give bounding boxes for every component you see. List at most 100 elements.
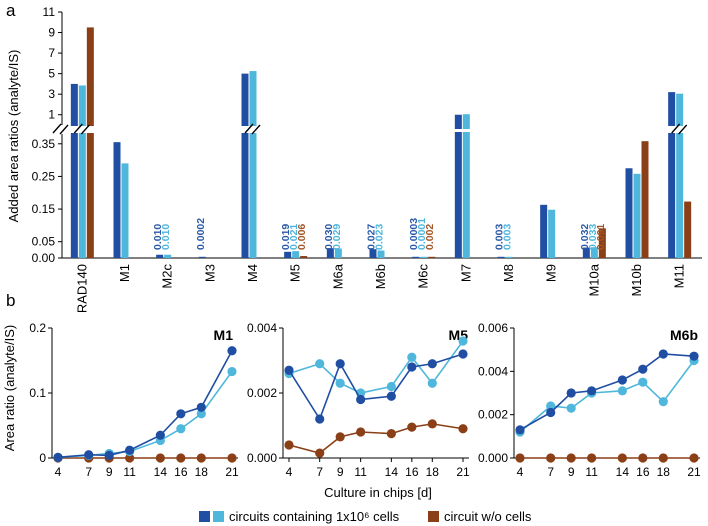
series-line-1 bbox=[519, 360, 695, 433]
category-label: M4 bbox=[245, 264, 260, 282]
bar-M11-s2 bbox=[684, 201, 692, 258]
axis-break-mark bbox=[52, 123, 62, 134]
category-label: M7 bbox=[458, 264, 473, 282]
data-point-1 bbox=[386, 381, 396, 392]
y-tick-label: 0.1 bbox=[29, 386, 46, 400]
bar-upper-M4-s0 bbox=[241, 73, 249, 129]
y-tick-label: 0.000 bbox=[478, 451, 508, 465]
bar-M7-s0 bbox=[454, 132, 462, 258]
bar-M10b-s2 bbox=[641, 141, 649, 258]
x-tick-label: 11 bbox=[354, 465, 367, 479]
bar-upper-M7-s0 bbox=[454, 114, 462, 129]
data-point-0 bbox=[284, 365, 294, 375]
legend-nocells-label: circuit w/o cells bbox=[444, 509, 532, 524]
x-tick-label: 16 bbox=[174, 465, 188, 479]
x-tick-label: 11 bbox=[123, 465, 136, 479]
data-label: 0.033 bbox=[587, 224, 599, 250]
data-point-0 bbox=[176, 409, 186, 419]
bar-M6a-s0 bbox=[326, 248, 334, 258]
category-label: M6c bbox=[416, 264, 431, 289]
data-point-2 bbox=[227, 453, 237, 463]
bar-M6c-s1 bbox=[420, 256, 428, 258]
data-label: 0.003 bbox=[494, 224, 506, 250]
data-point-2 bbox=[427, 419, 437, 429]
y-tick-label: 0 bbox=[39, 451, 46, 465]
data-point-2 bbox=[689, 453, 699, 463]
data-point-2 bbox=[587, 453, 597, 463]
axis-break-mark bbox=[251, 124, 261, 135]
panel-b-label: b bbox=[6, 291, 15, 310]
category-label: RAD140 bbox=[74, 264, 89, 313]
bar-M2c-s1 bbox=[164, 254, 172, 258]
data-point-2 bbox=[617, 453, 627, 463]
data-label: 0.0003 bbox=[408, 218, 420, 250]
x-tick-label: 18 bbox=[195, 465, 209, 479]
data-point-0 bbox=[227, 346, 237, 356]
bar-M5-s1 bbox=[292, 251, 300, 258]
data-label: 0.010 bbox=[152, 224, 164, 250]
y-tick-label: 0.000 bbox=[247, 451, 277, 465]
category-label: M3 bbox=[202, 264, 217, 282]
bar-M7-s1 bbox=[462, 132, 470, 258]
bar-RAD140-s2 bbox=[86, 132, 94, 258]
y-tick-label-upper: 7 bbox=[48, 46, 55, 60]
x-tick-label: 7 bbox=[85, 465, 92, 479]
data-label: 0.029 bbox=[331, 224, 343, 250]
data-point-0 bbox=[407, 362, 417, 372]
x-tick-label: 18 bbox=[657, 465, 671, 479]
data-point-2 bbox=[196, 453, 206, 463]
y-tick-label-upper: 5 bbox=[48, 67, 55, 81]
bar-M6b-s1 bbox=[377, 250, 385, 258]
data-label: 0.019 bbox=[280, 224, 292, 250]
data-point-0 bbox=[356, 394, 366, 405]
y-tick-label-lower: 0.35 bbox=[32, 137, 56, 151]
data-point-2 bbox=[638, 453, 648, 463]
bar-M11-s1 bbox=[676, 132, 684, 258]
data-point-2 bbox=[386, 429, 396, 439]
x-tick-label: 21 bbox=[687, 465, 701, 479]
y-tick-label-lower: 0.15 bbox=[32, 202, 56, 216]
bar-upper-RAD140-s0 bbox=[70, 83, 78, 129]
bar-M10b-s0 bbox=[625, 168, 633, 258]
x-tick-label: 11 bbox=[585, 465, 598, 479]
bar-upper-M11-s1 bbox=[676, 93, 684, 129]
axis-break-mark bbox=[59, 124, 69, 135]
data-point-0 bbox=[315, 414, 325, 424]
axis-break-gap bbox=[49, 126, 75, 133]
data-point-2 bbox=[546, 453, 556, 463]
bar-M10b-s1 bbox=[633, 173, 641, 258]
x-tick-label: 4 bbox=[55, 465, 62, 479]
data-point-1 bbox=[335, 378, 345, 388]
legend: circuits containing 1x10⁶ cells circuit … bbox=[199, 509, 532, 524]
bar-M4-s1 bbox=[249, 132, 257, 258]
bar-upper-M4-s1 bbox=[249, 71, 257, 129]
bar-M9-s0 bbox=[540, 204, 548, 258]
data-label: 0.032 bbox=[579, 224, 591, 250]
line-chart-M6b: 0.000 0.002 0.004 0.006 4 7 9 11 14 16 18 21 M6b bbox=[478, 321, 701, 479]
x-tick-label: 4 bbox=[286, 465, 293, 479]
data-label: 0.0001 bbox=[416, 218, 428, 250]
data-point-0 bbox=[566, 388, 576, 398]
data-point-0 bbox=[196, 402, 206, 412]
axis-break-gap bbox=[70, 126, 97, 133]
axis-break-gap bbox=[241, 126, 267, 133]
y-tick-label-lower: 0.05 bbox=[32, 235, 56, 249]
data-point-2 bbox=[566, 453, 576, 463]
y-tick-label: 0.004 bbox=[478, 364, 508, 378]
data-point-1 bbox=[458, 336, 468, 346]
data-point-0 bbox=[155, 430, 165, 440]
x-tick-label: 9 bbox=[337, 465, 344, 479]
series-line-2 bbox=[288, 423, 464, 455]
data-point-0 bbox=[689, 351, 699, 361]
bar-M6b-s0 bbox=[369, 249, 377, 258]
y-tick-label: 0.004 bbox=[247, 321, 277, 335]
bar-upper-RAD140-s2 bbox=[86, 27, 94, 130]
x-tick-label: 9 bbox=[106, 465, 113, 479]
data-point-1 bbox=[658, 397, 668, 407]
bar-RAD140-s0 bbox=[70, 132, 78, 258]
category-label: M8 bbox=[501, 264, 516, 282]
data-point-1 bbox=[227, 366, 237, 377]
data-label: 0.021 bbox=[288, 224, 300, 250]
